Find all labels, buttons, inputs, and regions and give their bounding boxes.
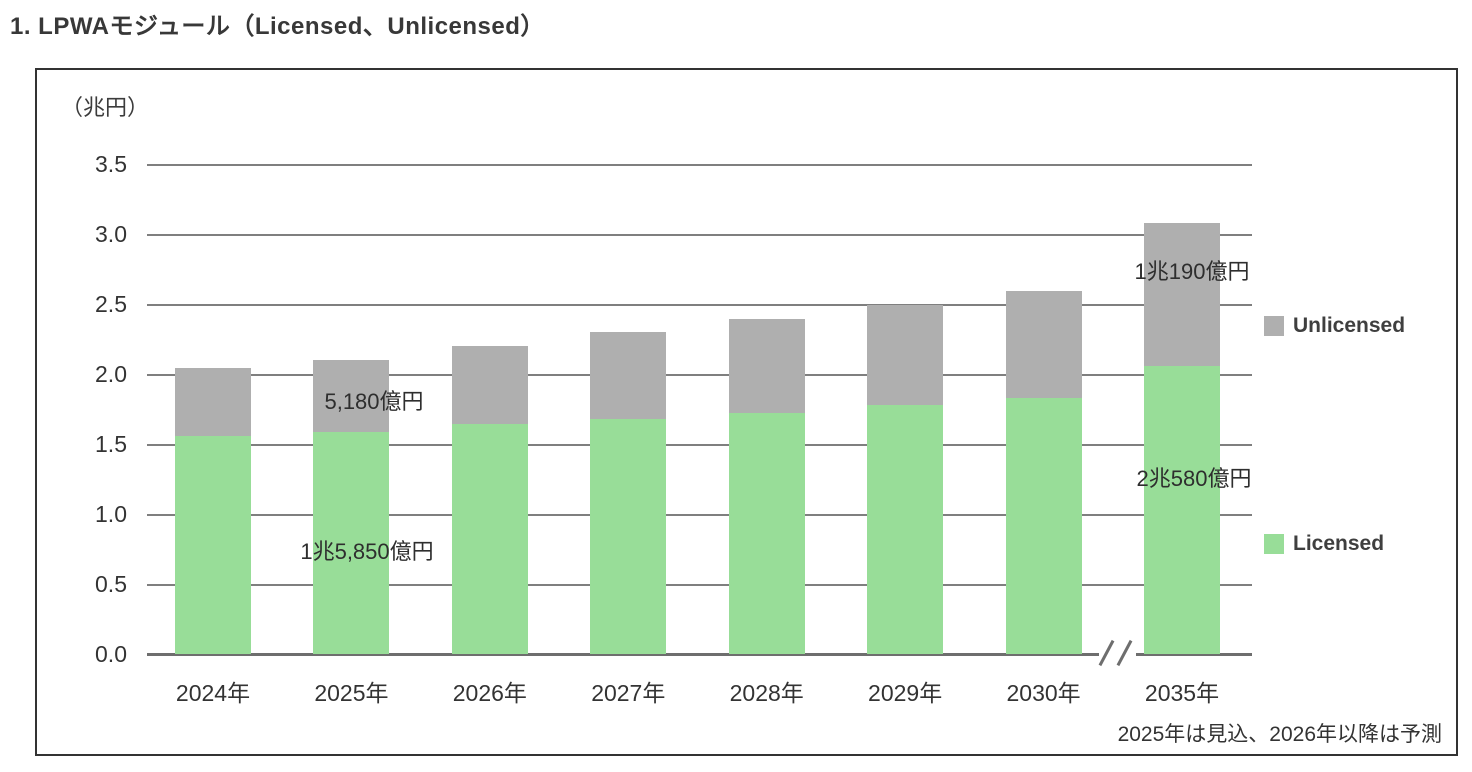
annotation-0: 5,180億円 [324,389,424,414]
gridline-2.0 [147,374,1252,376]
chart-footnote: 2025年は見込、2026年以降は予測 [1117,723,1442,746]
gridline-3.0 [147,234,1252,236]
x-tick-label-2028年: 2028年 [729,680,804,706]
bar-segment-licensed-2029年 [867,404,944,654]
bar-segment-unlicensed-2029年 [867,305,944,405]
x-tick-label-2026年: 2026年 [452,680,527,706]
bar-segment-unlicensed-2035年 [1144,223,1220,366]
bar-segment-licensed-2026年 [451,424,528,654]
bar-segment-unlicensed-2026年 [451,346,528,425]
gridline-1.0 [147,514,1252,516]
y-tick-label-0.5: 0.5 [95,571,127,597]
bar-segment-unlicensed-2025年 [313,359,390,433]
gridline-1.5 [147,444,1252,446]
y-tick-label-1.5: 1.5 [95,431,127,457]
legend-label: Licensed [1293,532,1385,555]
bar-segment-licensed-2024年 [175,435,251,654]
page-title: 1. LPWAモジュール（Licensed、Unlicensed） [10,13,545,40]
x-tick-label-2029年: 2029年 [868,680,943,706]
axis-break-slash [1098,639,1115,667]
legend-item-licensed: Licensed [1264,532,1384,556]
y-tick-label-0.0: 0.0 [95,641,127,667]
chart-frame: （兆円） 2025年は見込、2026年以降は予測 3.5 3.0 2.5 2.0 1.5… [35,68,1458,756]
x-tick-label-2030年: 2030年 [1006,680,1081,706]
legend-swatch-licensed [1264,534,1284,554]
bar-segment-unlicensed-2027年 [590,332,667,419]
gridline-2.5 [147,304,1252,306]
y-tick-label-2.0: 2.0 [95,361,127,387]
y-tick-label-1.0: 1.0 [95,501,127,527]
x-tick-label-2024年: 2024年 [175,680,251,706]
axis-break-slash [1116,639,1133,667]
gridline-3.5 [147,164,1252,166]
bar-segment-licensed-2025年 [313,432,390,654]
x-tick-label-2035年: 2035年 [1144,680,1220,706]
bar-segment-licensed-2035年 [1144,365,1220,654]
bar-segment-unlicensed-2028年 [728,319,805,414]
legend-swatch-unlicensed [1264,316,1284,336]
x-tick-label-2027年: 2027年 [591,680,666,706]
legend-label: Unlicensed [1293,314,1406,337]
y-tick-label-2.5: 2.5 [95,291,127,317]
bar-segment-unlicensed-2030年 [1005,291,1082,398]
y-axis-unit-label: （兆円） [61,95,150,120]
plot-area: （兆円） 2025年は見込、2026年以降は予測 3.5 3.0 2.5 2.0 1.5… [37,70,1456,754]
y-tick-label-3.0: 3.0 [95,221,127,247]
legend-item-unlicensed: Unlicensed [1264,314,1405,338]
bar-segment-licensed-2030年 [1005,397,1082,654]
annotation-3: 2兆580億円 [1136,466,1252,491]
annotation-2: 1兆190億円 [1134,259,1250,284]
axis-baseline [147,653,1099,656]
axis-baseline [1136,653,1252,656]
annotation-1: 1兆5,850億円 [300,539,434,564]
bar-segment-unlicensed-2024年 [175,368,251,436]
x-tick-label-2025年: 2025年 [314,680,389,706]
bar-segment-licensed-2027年 [590,418,667,654]
gridline-0.5 [147,584,1252,586]
bar-segment-licensed-2028年 [728,413,805,654]
y-tick-label-3.5: 3.5 [95,151,127,177]
